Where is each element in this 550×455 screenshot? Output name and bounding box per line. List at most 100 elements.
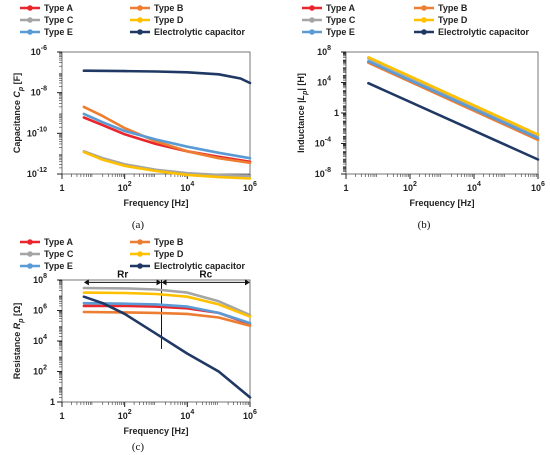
legend-label: Type C [44, 249, 74, 259]
series-line-type-d [82, 291, 252, 318]
x-tick-label: 102 [118, 409, 132, 421]
y-tick-label: 1 [334, 108, 339, 118]
legend-marker [27, 29, 33, 35]
legend-marker [421, 5, 427, 11]
legend-marker [27, 17, 33, 23]
series-line-type-c [82, 286, 252, 317]
legend-entry-type-b: Type B [130, 237, 184, 247]
legend-label: Electrolytic capacitor [154, 261, 246, 271]
legend-label: Type E [326, 27, 355, 37]
y-tick-label: 10-8 [315, 167, 331, 179]
legend-marker [137, 29, 143, 35]
legend-marker [309, 29, 315, 35]
series-line-type-b [367, 61, 540, 142]
legend-marker [27, 5, 33, 11]
legend-marker [27, 239, 33, 245]
legend-label: Type A [44, 3, 74, 13]
legend-label: Type B [438, 3, 468, 13]
series-line-type-e [367, 60, 540, 140]
legend-label: Electrolytic capacitor [154, 27, 246, 37]
y-tick-label: 1 [50, 397, 55, 407]
legend-entry-type-c: Type C [20, 249, 74, 259]
series-line-electrolytic-capacitor [82, 295, 252, 399]
legend-marker [27, 251, 33, 257]
series-line-type-b [82, 105, 252, 165]
arrow-head-left [83, 279, 89, 286]
series-line-type-b [82, 310, 252, 328]
legend-marker [421, 17, 427, 23]
series-line-type-a [82, 116, 252, 164]
panel-c: 1 102 104 106 1 102 104 106 108 Frequency [Hz] Res… [12, 237, 257, 453]
legend-entry-type-b: Type B [414, 3, 468, 13]
legend-marker [27, 263, 33, 269]
series-line-type-e [82, 301, 252, 325]
arrow-head-right [245, 279, 250, 286]
x-tick-label: 1 [59, 411, 64, 421]
y-tick-label: 108 [317, 45, 331, 57]
panel-caption: (b) [418, 219, 431, 231]
x-tick-label: 106 [243, 181, 257, 193]
x-tick-label: 106 [531, 181, 545, 193]
legend-entry-type-a: Type A [20, 237, 74, 247]
legend-label: Type A [326, 3, 356, 13]
legend-label: Type D [154, 249, 184, 259]
plot-frame [345, 51, 539, 175]
legend-entry-electrolytic-capacitor: Electrolytic capacitor [130, 27, 246, 37]
legend-label: Type E [44, 261, 73, 271]
legend-label: Type D [154, 15, 184, 25]
legend-entry-electrolytic-capacitor: Electrolytic capacitor [414, 27, 530, 37]
legend-label: Type E [44, 27, 73, 37]
y-tick-label: 10-4 [315, 137, 331, 149]
y-tick-label: 104 [33, 334, 47, 346]
plot-frame [61, 51, 251, 175]
legend-marker [137, 239, 143, 245]
x-tick-label: 1 [59, 183, 64, 193]
arrow-head-left [161, 279, 167, 286]
x-tick-label: 1 [343, 183, 348, 193]
legend-marker [421, 29, 427, 35]
y-tick-label: 10-6 [31, 45, 47, 57]
arrow-head-right [156, 279, 162, 286]
legend-entry-type-c: Type C [302, 15, 356, 25]
legend-marker [309, 5, 315, 11]
legend-label: Type A [44, 237, 74, 247]
legend-label: Electrolytic capacitor [438, 27, 530, 37]
y-tick-label: 10-10 [27, 126, 47, 138]
panel-caption: (a) [132, 219, 145, 231]
legend-entry-type-c: Type C [20, 15, 74, 25]
series-line-electrolytic-capacitor [82, 69, 252, 85]
x-tick-label: 104 [180, 181, 194, 193]
series-line-type-e [82, 112, 252, 160]
y-tick-label: 104 [317, 76, 331, 88]
x-tick-label: 104 [180, 409, 194, 421]
legend-label: Type B [154, 3, 184, 13]
legend-entry-type-d: Type D [130, 249, 184, 259]
legend-entry-type-a: Type A [302, 3, 356, 13]
legend-entry-electrolytic-capacitor: Electrolytic capacitor [130, 261, 246, 271]
y-axis-label: Capacitance Cp [F] [12, 73, 25, 153]
legend-marker [137, 251, 143, 257]
y-axis-label: Inductance |Lp| [H] [296, 73, 309, 153]
panel-a: 1 102 104 106 10-12 10-10 10-8 10-6 Frequency [H… [12, 3, 257, 231]
legend-entry-type-d: Type D [130, 15, 184, 25]
legend-marker [137, 17, 143, 23]
legend-marker [309, 17, 315, 23]
y-tick-label: 10-12 [27, 167, 47, 179]
series-line-electrolytic-capacitor [367, 81, 540, 161]
y-tick-label: 108 [33, 273, 47, 285]
legend-label: Type B [154, 237, 184, 247]
y-axis-label: Resistance Rp [Ω] [12, 303, 25, 380]
x-tick-label: 106 [243, 409, 257, 421]
x-axis-label: Frequency [Hz] [123, 198, 188, 208]
panel-caption: (c) [132, 441, 145, 453]
x-tick-label: 104 [467, 181, 481, 193]
legend-marker [137, 5, 143, 11]
series-line-type-d [82, 150, 252, 180]
panel-b: 1 102 104 106 10-8 10-4 1 104 108 Frequency [Hz] I… [296, 3, 545, 231]
legend-marker [137, 263, 143, 269]
legend-entry-type-e: Type E [20, 261, 73, 271]
legend-label: Type C [44, 15, 74, 25]
y-tick-label: 10-8 [31, 86, 47, 98]
y-tick-label: 102 [33, 365, 47, 377]
